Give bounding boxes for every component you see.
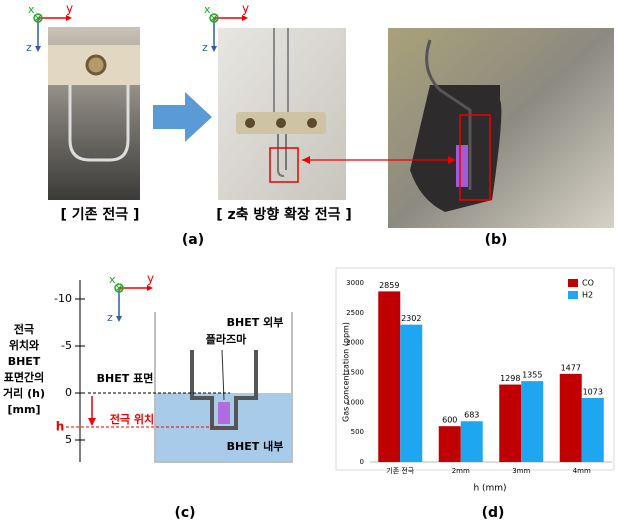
value-label: 2302 xyxy=(401,314,421,323)
label: BHET 표면 xyxy=(97,371,154,385)
pointer xyxy=(221,349,225,401)
arrow-head xyxy=(211,46,217,52)
panel-label: (b) xyxy=(485,232,508,248)
value-label: 1355 xyxy=(522,371,542,380)
electrode-holder xyxy=(190,350,258,430)
axis-label: y xyxy=(66,2,73,16)
screw xyxy=(245,118,255,128)
x-tick-label: 기존 전극 xyxy=(386,466,415,475)
legend-swatch xyxy=(568,291,578,299)
axis-label: y xyxy=(242,2,249,16)
legend-label: CO xyxy=(582,279,594,288)
arrow-head xyxy=(242,15,248,21)
bar xyxy=(400,324,423,462)
label: 플라즈마 xyxy=(206,332,247,346)
x-tick-label: 4mm xyxy=(573,467,591,475)
bar xyxy=(378,291,401,462)
label: 전극 위치 xyxy=(110,412,154,426)
value-label: 1298 xyxy=(500,374,520,383)
arrow-head xyxy=(66,15,72,21)
label: BHET 내부 xyxy=(227,439,284,453)
axis-label: x xyxy=(109,273,116,286)
beaker xyxy=(154,312,293,463)
axis-origin xyxy=(210,14,218,22)
y-axis-label: Gas concentration (ppm) xyxy=(342,322,351,422)
scale-tick-label: 5 xyxy=(65,433,72,446)
label: BHET 외부 xyxy=(227,315,284,329)
electrode-body xyxy=(410,85,502,212)
x-tick-label: 3mm xyxy=(512,467,530,475)
arrow-head xyxy=(116,316,122,322)
screw xyxy=(307,118,317,128)
plasma xyxy=(218,402,230,424)
panel-label: (a) xyxy=(182,232,204,248)
caption: [ z축 방향 확장 전극 ] xyxy=(216,206,351,223)
arrow xyxy=(153,92,212,142)
value-label: 2859 xyxy=(379,281,399,290)
y-tick-label: 0 xyxy=(360,458,364,466)
axis-label: x xyxy=(28,3,35,16)
electrode-wire xyxy=(68,85,130,162)
distance-label: 거리 (h) xyxy=(3,386,45,400)
y-tick-label: 1500 xyxy=(346,369,364,377)
legend-swatch xyxy=(568,279,578,287)
scale-tick-label: 0 xyxy=(65,386,72,399)
wire xyxy=(273,28,289,112)
arrow-head xyxy=(35,46,41,52)
legend-label: H2 xyxy=(582,291,593,300)
arrow-head xyxy=(147,285,153,291)
distance-label: [mm] xyxy=(8,403,41,416)
y-tick-label: 3000 xyxy=(346,279,364,287)
axis-origin xyxy=(209,13,219,23)
x-tick-label: 2mm xyxy=(452,467,470,475)
panel-label: (c) xyxy=(174,505,195,521)
x-axis-label: h (mm) xyxy=(473,484,506,494)
value-label: 683 xyxy=(464,411,479,420)
axis-label: x xyxy=(204,3,211,16)
bar xyxy=(559,373,582,462)
scale-tick-label: -5 xyxy=(61,339,72,352)
y-tick-label: 500 xyxy=(351,428,364,436)
y-tick-label: 1000 xyxy=(346,398,364,406)
value-label: 600 xyxy=(442,416,457,425)
plasma-glow xyxy=(456,145,468,187)
axis-origin xyxy=(115,284,123,292)
screw xyxy=(276,118,286,128)
screw xyxy=(85,54,107,76)
arrow-head xyxy=(88,418,96,426)
y-tick-label: 2000 xyxy=(346,339,364,347)
axis-label: z xyxy=(202,41,208,54)
axis-origin xyxy=(114,283,124,293)
chart-frame xyxy=(335,267,615,471)
axis-origin xyxy=(33,13,43,23)
distance-label: 위치와 xyxy=(9,338,39,352)
distance-label: 표면간의 xyxy=(4,370,44,384)
axis-label: z xyxy=(107,311,113,324)
panel-label: (d) xyxy=(482,505,505,521)
scale-tick-label: -10 xyxy=(54,292,72,305)
electrode-wire xyxy=(425,39,472,190)
bar xyxy=(460,421,483,462)
distance-label: BHET xyxy=(8,355,41,368)
bar xyxy=(438,426,461,462)
caption: [ 기존 전극 ] xyxy=(61,206,140,223)
value-label: 1477 xyxy=(561,363,581,372)
value-label: 1073 xyxy=(583,387,603,396)
highlight-box xyxy=(269,147,299,183)
h-label: h xyxy=(56,420,65,434)
bar xyxy=(521,381,544,462)
bar xyxy=(581,397,604,462)
bar xyxy=(499,384,522,462)
highlight-box xyxy=(459,114,491,201)
distance-label: 전극 xyxy=(14,322,34,336)
axis-label: y xyxy=(147,272,154,286)
y-tick-label: 2500 xyxy=(346,309,364,317)
electrode-wire xyxy=(277,134,287,177)
axis-label: z xyxy=(26,41,32,54)
axis-origin xyxy=(34,14,42,22)
